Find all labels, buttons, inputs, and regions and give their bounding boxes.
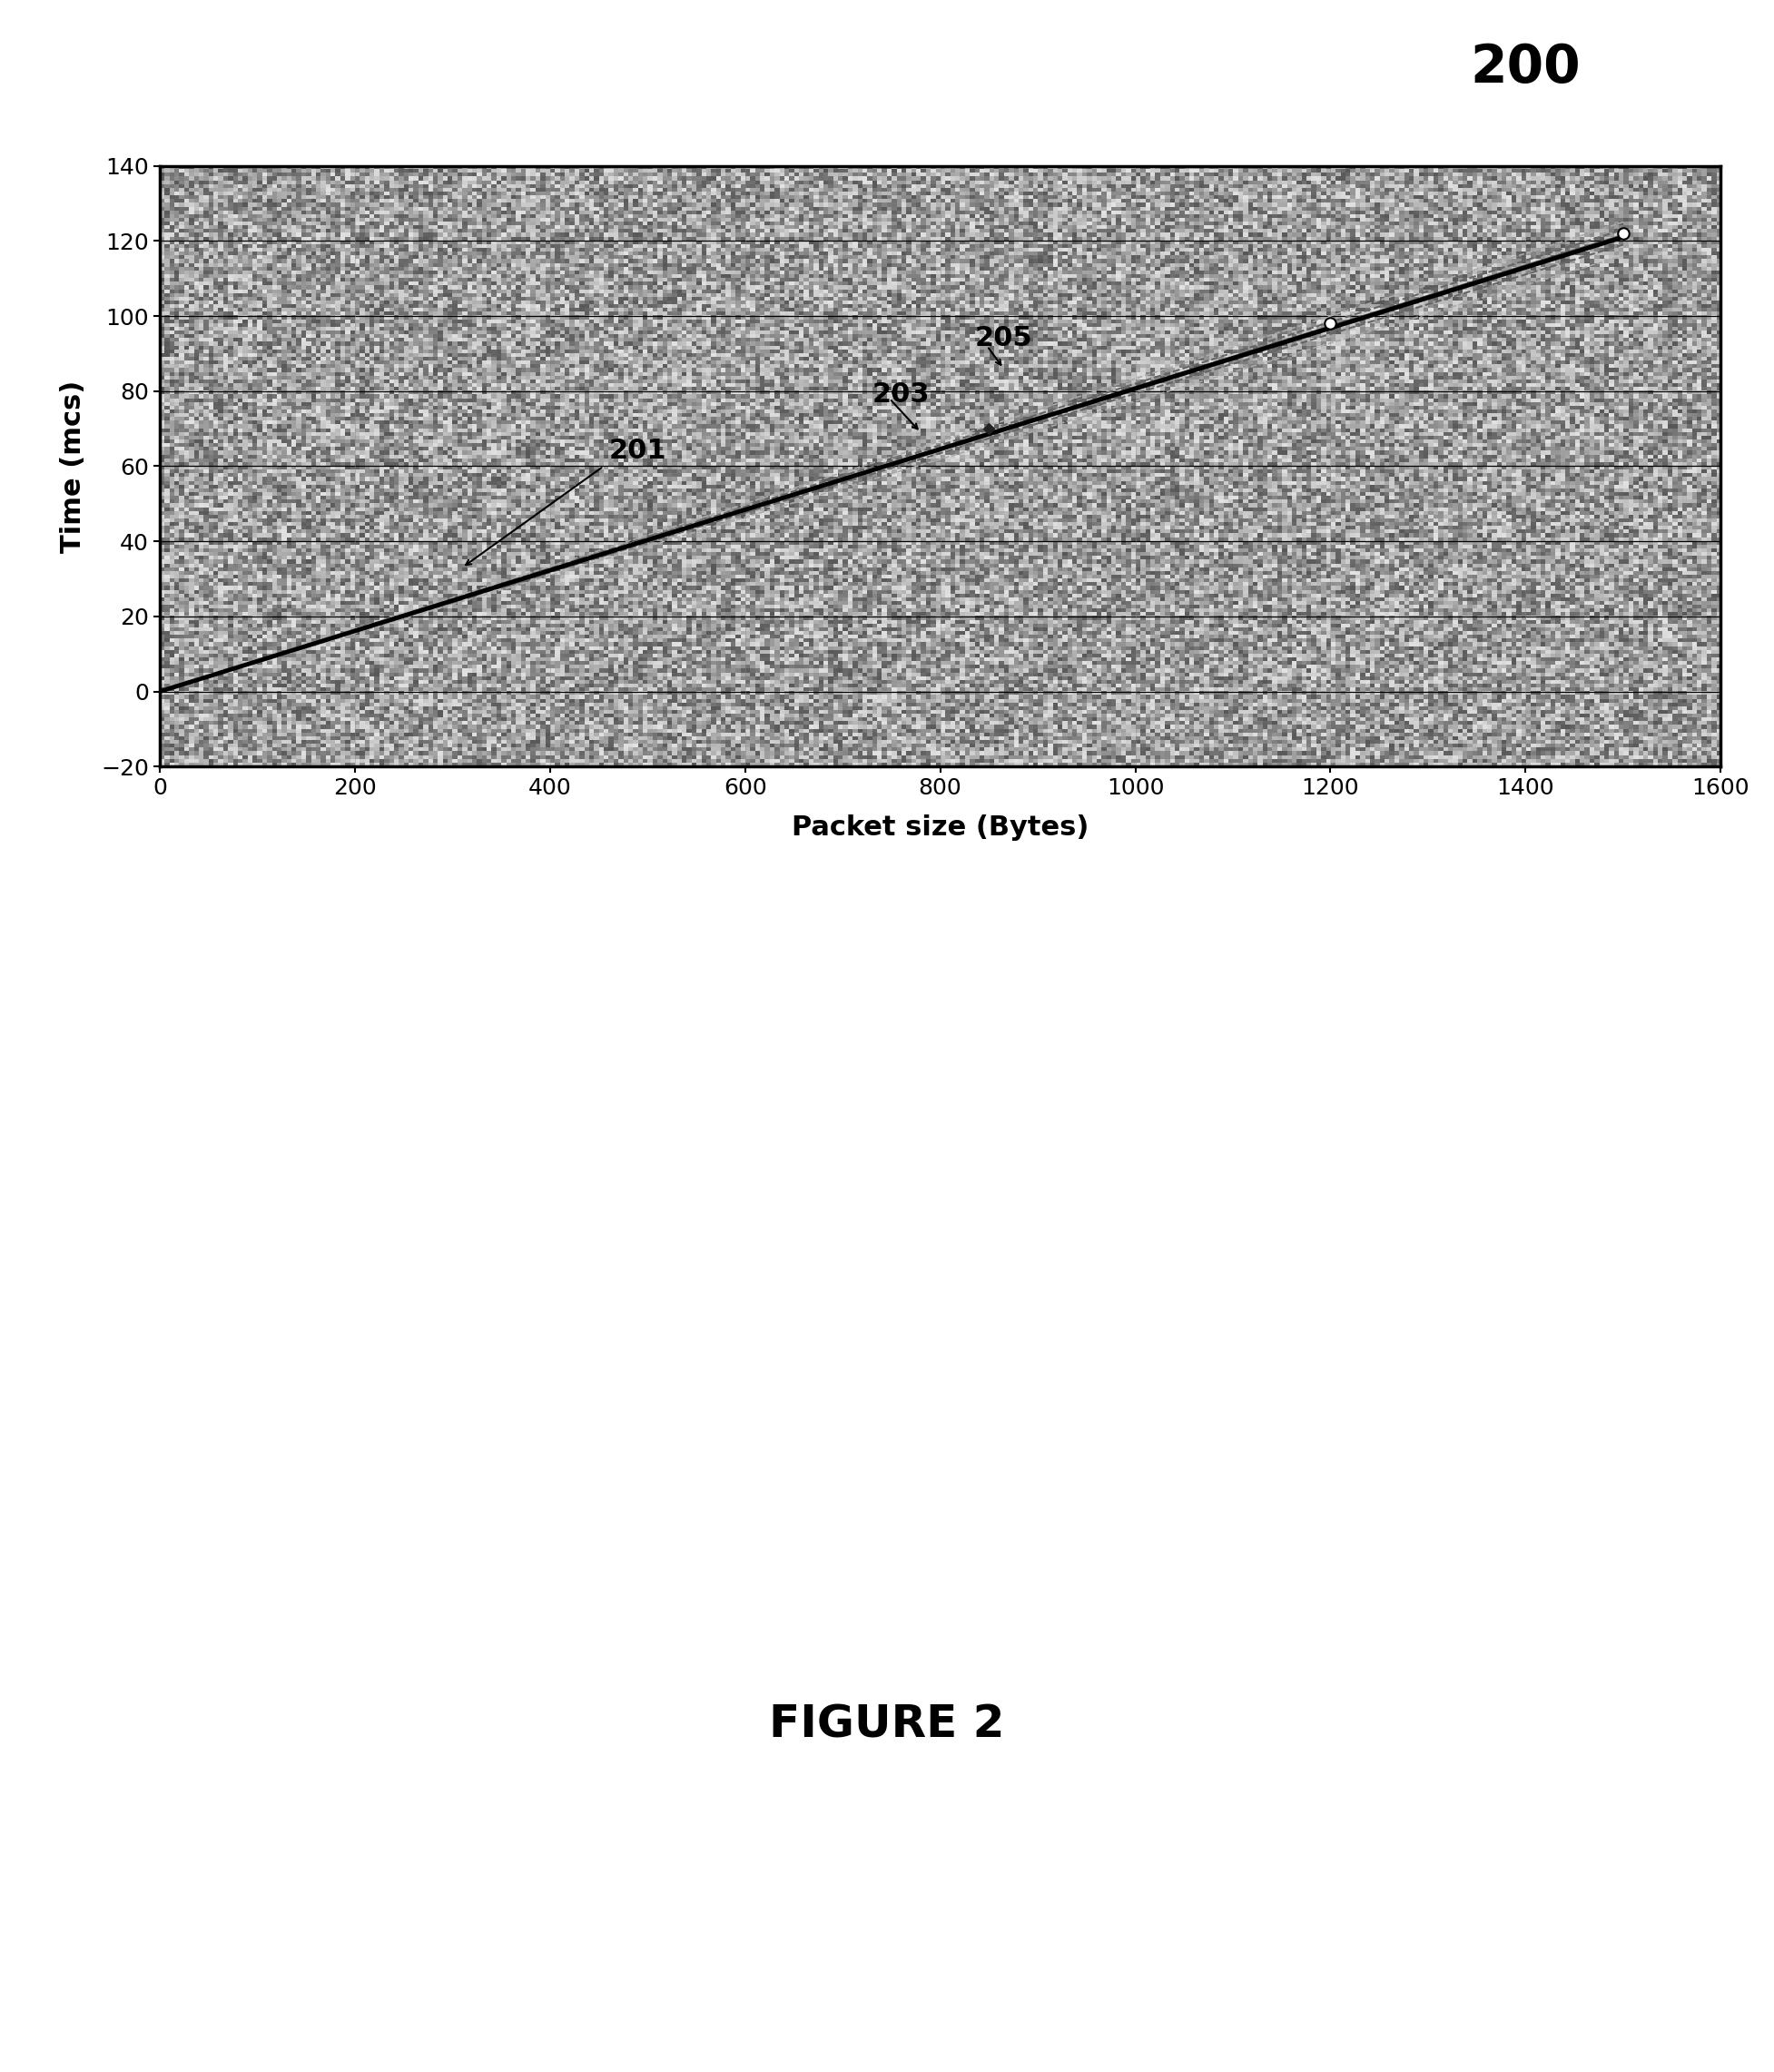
Text: 203: 203 [873,381,930,408]
Y-axis label: Time (mcs): Time (mcs) [60,379,85,553]
X-axis label: Packet size (Bytes): Packet size (Bytes) [791,814,1089,841]
Text: 200: 200 [1471,41,1581,93]
Text: FIGURE 2: FIGURE 2 [770,1703,1004,1747]
Text: 201: 201 [608,437,667,464]
Text: 205: 205 [974,325,1032,352]
